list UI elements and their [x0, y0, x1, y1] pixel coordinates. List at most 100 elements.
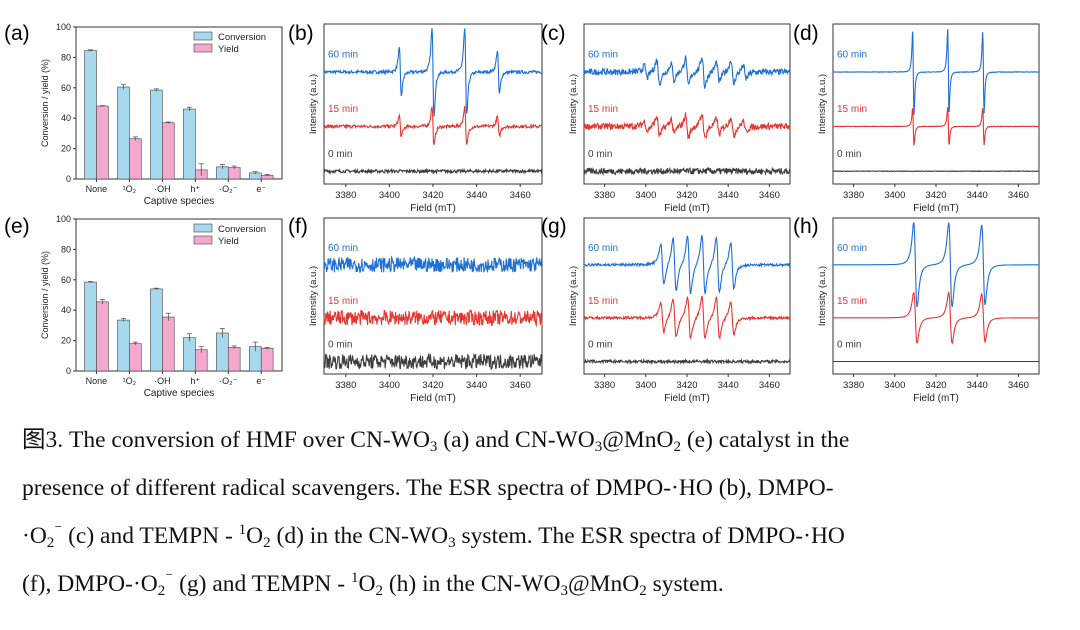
panel-label-c: (c)	[541, 22, 566, 45]
y-tick-label: 40	[61, 305, 71, 315]
series-label-0-min: 0 min	[588, 149, 612, 160]
legend-swatch-conversion	[193, 223, 213, 233]
x-tick-label: ¹O₂	[123, 376, 137, 386]
yield-bar-e	[260, 347, 274, 372]
y-axis-label: Intensity (a.u.)	[568, 74, 579, 134]
spectrum-line-0-min-c	[583, 166, 791, 177]
x-axis-label: Captive species	[144, 388, 215, 399]
y-tick-label: 40	[61, 113, 71, 123]
x-tick-label: 3380	[335, 380, 356, 391]
x-tick-label: 3380	[594, 190, 615, 201]
x-tick-label: 3380	[594, 380, 615, 391]
series-label-15-min: 15 min	[328, 296, 358, 307]
x-tick-label: ·OH	[154, 184, 171, 194]
spectrum-line-60-min-g	[583, 234, 791, 296]
series-label-0-min: 0 min	[837, 149, 861, 160]
spectrum-line-0-min-g	[583, 357, 791, 366]
spectrum-line-15-min-b	[323, 105, 543, 145]
yield-bar-a	[227, 167, 241, 180]
x-tick-label: h⁺	[190, 376, 200, 386]
series-label-60-min: 60 min	[837, 243, 867, 254]
x-axis-label: Field (mT)	[913, 203, 959, 214]
x-tick-label: None	[86, 184, 108, 194]
legend-label-conversion: Conversion	[218, 32, 266, 43]
x-tick-label: 3400	[635, 190, 656, 201]
legend-swatch-conversion	[193, 31, 213, 41]
panel-label-d: (d)	[793, 22, 819, 45]
y-tick-label: 60	[61, 275, 71, 285]
series-label-15-min: 15 min	[588, 104, 618, 115]
x-tick-label: 3440	[967, 190, 988, 201]
yield-bar-e	[162, 316, 175, 372]
legend-label-conversion: Conversion	[218, 224, 266, 235]
x-tick-label: 3420	[925, 190, 946, 201]
x-tick-label: None	[86, 376, 108, 386]
spectrum-line-15-min-d	[833, 107, 1040, 146]
spectrum-line-0-min-d	[832, 170, 1040, 173]
series-label-0-min: 0 min	[328, 149, 352, 160]
x-axis-label: Field (mT)	[913, 393, 959, 404]
plot-frame-e	[75, 218, 283, 372]
spectrum-line-0-min-f	[323, 352, 543, 371]
x-axis-label: Field (mT)	[664, 203, 710, 214]
spectrum-line-15-min-c	[583, 112, 791, 140]
panel-label-g: (g)	[541, 215, 567, 238]
panel-label-e: (e)	[4, 215, 30, 238]
caption-line-1: 图3. The conversion of HMF over CN-WO3 (a…	[22, 427, 850, 455]
yield-bar-e	[96, 301, 109, 372]
x-tick-label: 3460	[759, 380, 780, 391]
panel-label-h: (h)	[793, 215, 819, 238]
series-label-60-min: 60 min	[837, 50, 867, 61]
figure-canvas: (a) 0 20 40 60 80 100 Conversion / yield (%) Non…	[4, 22, 1040, 404]
series-label-0-min: 0 min	[837, 339, 861, 350]
panel-label-a: (a)	[4, 22, 30, 45]
spectrum-line-60-min-b	[323, 28, 543, 117]
spectrum-line-60-min-f	[323, 255, 543, 273]
y-tick-label: 60	[61, 83, 71, 93]
conversion-bar-a	[84, 50, 97, 180]
series-label-15-min: 15 min	[588, 296, 618, 307]
series-label-0-min: 0 min	[328, 339, 352, 350]
caption-line-3: ·O2⁻ (c) and TEMPN - 1O2 (d) in the CN-W…	[22, 522, 845, 551]
yield-bar-e	[195, 349, 208, 372]
conversion-bar-a	[117, 86, 130, 180]
spectrum-line-0-min-b	[323, 167, 543, 175]
x-tick-label: 3460	[510, 190, 531, 201]
yield-bar-a	[162, 122, 175, 180]
x-tick-label: 3420	[422, 190, 443, 201]
series-label-15-min: 15 min	[837, 104, 867, 115]
y-axis-label: Intensity (a.u.)	[817, 266, 828, 326]
conversion-bar-e	[84, 281, 97, 372]
y-axis-label: Intensity (a.u.)	[308, 266, 319, 326]
y-tick-label: 100	[56, 22, 71, 32]
caption-line-2: presence of different radical scavengers…	[22, 475, 834, 501]
x-tick-label: 3400	[379, 190, 400, 201]
yield-bar-a	[129, 138, 142, 180]
x-tick-label: 3420	[676, 380, 697, 391]
x-tick-label: ·O₂⁻	[219, 184, 237, 194]
plot-frame-a	[75, 26, 283, 180]
series-label-60-min: 60 min	[328, 50, 358, 61]
panel-label-f: (f)	[288, 215, 308, 238]
y-axis-label: Intensity (a.u.)	[817, 74, 828, 134]
x-tick-label: h⁺	[190, 184, 200, 194]
legend-label-yield: Yield	[218, 236, 239, 247]
x-axis-label: Field (mT)	[410, 393, 456, 404]
legend-label-yield: Yield	[218, 44, 239, 55]
x-tick-label: 3440	[718, 380, 739, 391]
x-axis-label: Captive species	[144, 196, 215, 207]
conversion-bar-a	[150, 89, 163, 180]
x-tick-label: 3440	[967, 380, 988, 391]
yield-bar-e	[129, 343, 142, 372]
x-tick-label: 3440	[466, 190, 487, 201]
y-axis-label: Conversion / yield (%)	[40, 251, 50, 339]
x-axis-label: Field (mT)	[410, 203, 456, 214]
x-tick-label: 3420	[422, 380, 443, 391]
caption-line-4: (f), DMPO-·O2⁻ (g) and TEMPN - 1O2 (h) i…	[22, 570, 724, 599]
y-axis-label: Conversion / yield (%)	[40, 59, 50, 147]
y-tick-label: 0	[66, 366, 71, 376]
y-tick-label: 0	[66, 174, 71, 184]
series-label-60-min: 60 min	[588, 50, 618, 61]
legend-swatch-yield	[193, 235, 213, 245]
series-label-0-min: 0 min	[588, 339, 612, 350]
